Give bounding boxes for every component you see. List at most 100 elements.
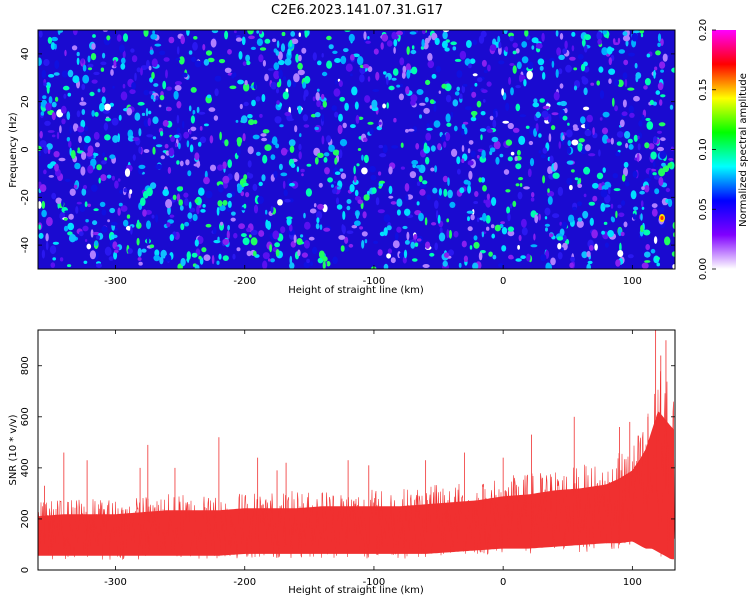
- spectrogram-cell: [121, 57, 126, 64]
- spectrogram-cell: [628, 144, 634, 150]
- snr-panel: -300 -200 -100 0 100 0 200 400 600 800 Height of…: [8, 329, 676, 596]
- spectrogram-cell: [476, 100, 482, 108]
- spectrogram-cell: [218, 253, 222, 260]
- spectrogram-cell: [361, 167, 368, 175]
- spectrogram-cell: [303, 240, 310, 249]
- snr-x-axis-label: Height of straight line (km): [288, 585, 424, 596]
- spectrogram-cell: [178, 199, 183, 206]
- spectrogram-cell: [613, 188, 621, 192]
- spectrogram-cell: [298, 151, 302, 160]
- spectrogram-cell: [191, 56, 197, 63]
- spectrogram-cell: [72, 75, 80, 84]
- spectrogram-cell: [538, 133, 542, 138]
- spectrogram-cell: [234, 172, 240, 182]
- spectrogram-cell: [364, 239, 368, 244]
- spectrogram-cell: [555, 68, 559, 78]
- spectrogram-cell: [256, 151, 261, 156]
- spectrogram-cell: [338, 149, 343, 159]
- spectrogram-cell: [230, 217, 236, 222]
- spectrogram-cell: [86, 69, 89, 73]
- spectrogram-cell: [119, 189, 123, 194]
- spectrogram-cell: [433, 120, 441, 128]
- spectrogram-cell: [379, 231, 385, 237]
- spectrogram-cell: [174, 85, 182, 91]
- spectrogram-cell: [613, 78, 620, 87]
- spectrogram-cell: [589, 217, 594, 226]
- spectrogram-cell: [275, 249, 280, 257]
- spectrogram-cell: [584, 129, 592, 137]
- spectrogram-cell: [118, 202, 123, 207]
- spectrogram-cell: [339, 96, 346, 102]
- spectrogram-cell: [466, 40, 472, 48]
- spectrogram-cell: [149, 77, 154, 83]
- spectrogram-cell: [562, 115, 568, 121]
- spectrogram-cell: [422, 180, 428, 185]
- spectrogram-cell: [576, 220, 584, 228]
- spectrogram-cell: [633, 30, 640, 34]
- spectrogram-cell: [338, 235, 346, 240]
- spectrogram-cell: [304, 221, 311, 230]
- spectrogram-cell: [231, 211, 236, 216]
- spectrogram-cell: [38, 30, 43, 38]
- spectrogram-cell: [281, 31, 286, 37]
- spectrogram-cell: [48, 175, 54, 178]
- spectrogram-cell: [76, 110, 81, 118]
- spectrogram-cell: [383, 263, 389, 269]
- spectrogram-cell: [236, 137, 243, 145]
- spectrogram-cell: [99, 102, 105, 112]
- spectrogram-cell: [657, 82, 664, 91]
- spectrogram-cell: [231, 73, 235, 79]
- spectrogram-cell: [668, 158, 674, 161]
- spectrogram-cell: [416, 89, 424, 95]
- spectrogram-cell: [628, 52, 635, 57]
- spectrogram-cell: [583, 34, 592, 41]
- spectrogram-cell: [510, 151, 515, 156]
- spectrogram-cell: [194, 199, 199, 203]
- spectrogram-cell: [577, 183, 583, 188]
- spectrogram-cell: [336, 204, 343, 210]
- spectrogram-cell: [163, 57, 170, 62]
- spectrogram-cell: [99, 201, 106, 207]
- spectrogram-cell: [175, 57, 181, 61]
- spectrogram-cell: [369, 165, 376, 173]
- spectrogram-cell: [446, 122, 452, 127]
- spectrogram-cell: [96, 235, 100, 240]
- spectrogram-cell: [512, 42, 518, 48]
- spectrogram-cell: [577, 53, 584, 60]
- spectrogram-cell: [400, 166, 405, 170]
- spectrogram-cell: [143, 89, 150, 96]
- spectrogram-cell: [498, 60, 505, 65]
- spectrogram-cell: [457, 168, 461, 175]
- spectrogram-cell: [196, 205, 200, 215]
- spectrogram-cell: [473, 201, 479, 204]
- spectrogram-cell: [490, 224, 495, 229]
- spectrogram-cell: [649, 99, 655, 106]
- spectrogram-cell: [655, 50, 661, 56]
- spectrogram-cell: [650, 248, 656, 254]
- spectrogram-cell: [447, 177, 450, 187]
- spectrogram-cell: [354, 101, 359, 110]
- spectrogram-cell: [561, 221, 568, 229]
- spectrogram-cell: [580, 116, 586, 124]
- spectrogram-cell: [592, 182, 599, 189]
- spectrogram-cell: [565, 64, 572, 73]
- spectrogram-cell: [318, 182, 323, 188]
- spectrogram-cell: [419, 184, 427, 189]
- spectrogram-cell: [154, 249, 160, 257]
- spectrogram-cell: [338, 113, 343, 122]
- spectrogram-cell: [443, 252, 450, 258]
- spectrogram-cell: [45, 233, 49, 242]
- spectrogram-cell: [134, 112, 141, 121]
- spectrogram-cell: [47, 130, 55, 133]
- spectrogram-cell: [596, 80, 600, 86]
- spectrogram-cell: [155, 163, 163, 170]
- snr-x-tick-label: 100: [623, 577, 642, 588]
- spectrogram-cell: [287, 79, 292, 88]
- spectrogram-cell: [632, 170, 638, 178]
- spectrogram-cell: [469, 58, 476, 64]
- spectrogram-cell: [541, 32, 545, 42]
- spectrogram-cell: [289, 145, 295, 153]
- spectrogram-cell: [340, 55, 347, 65]
- spectrogram-cell: [79, 101, 87, 106]
- spectrogram-cell: [268, 68, 274, 71]
